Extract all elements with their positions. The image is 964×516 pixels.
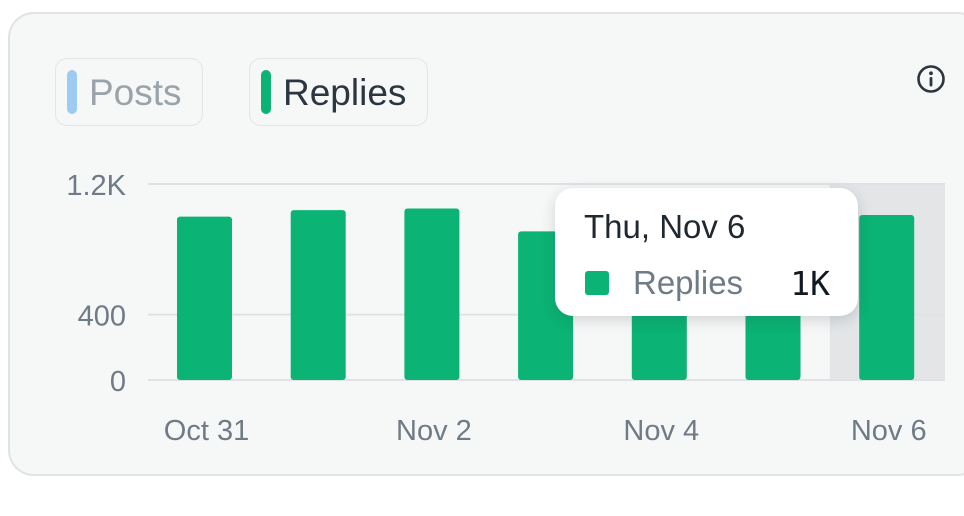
bar-replies[interactable] <box>404 208 460 381</box>
legend-posts-label: Posts <box>89 71 182 113</box>
x-tick-label: Oct 31 <box>164 415 249 447</box>
tooltip-series-label: Replies <box>633 264 744 301</box>
tooltip-replies-swatch <box>585 271 609 295</box>
legend-toggle-replies[interactable]: Replies <box>249 58 428 126</box>
tooltip-date: Thu, Nov 6 <box>584 208 746 245</box>
bar-replies[interactable] <box>290 210 346 380</box>
y-tick-label: 400 <box>78 301 126 333</box>
legend-replies-label: Replies <box>283 71 407 113</box>
y-tick-label: 0 <box>110 366 126 398</box>
x-tick-label: Nov 2 <box>396 415 472 447</box>
bar-replies[interactable] <box>177 216 232 380</box>
info-icon[interactable] <box>916 64 946 94</box>
x-tick-label: Nov 6 <box>851 415 927 447</box>
y-tick-label: 1.2K <box>66 170 126 202</box>
replies-swatch <box>261 70 271 114</box>
tooltip-value: 1K <box>790 264 830 303</box>
legend-toggle-posts[interactable]: Posts <box>55 58 203 126</box>
posts-swatch <box>67 70 77 114</box>
chart-tooltip: Thu, Nov 6 Replies 1K <box>555 188 858 316</box>
bar-replies[interactable] <box>859 215 915 380</box>
x-tick-label: Nov 4 <box>623 415 699 447</box>
